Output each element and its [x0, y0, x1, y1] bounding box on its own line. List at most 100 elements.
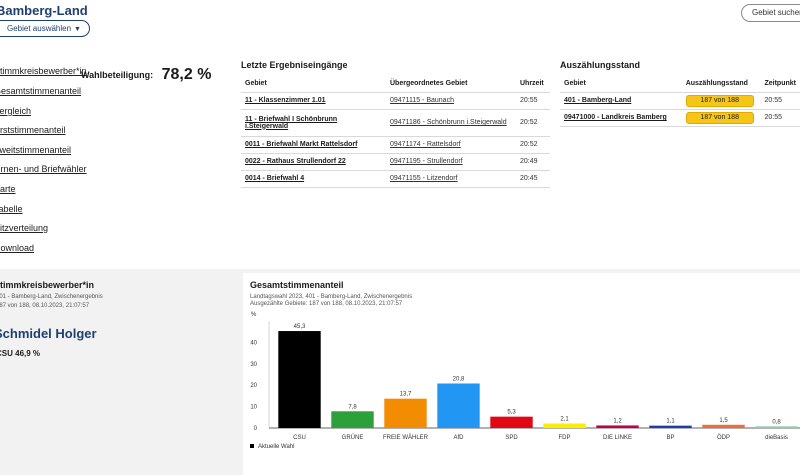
column-header: Übergeordnetes Gebiet — [386, 75, 516, 93]
x-tick-label: dieBasis — [765, 435, 788, 441]
candidate-party-percentage: CSU 46,9 % — [0, 349, 41, 358]
parent-area-link[interactable]: 09471115 - Baunach — [386, 92, 516, 110]
table-row: 0011 - Briefwahl Markt Rattelsdorf 09471… — [241, 136, 550, 154]
counting-status-title: Auszählungsstand — [560, 60, 641, 70]
y-tick-label: 30 — [250, 362, 257, 368]
x-tick-label: AfD — [453, 435, 464, 441]
nav-item-first-vote[interactable]: Erststimmenanteil — [0, 125, 66, 135]
time-cell: 20:52 — [516, 136, 550, 154]
bar-value-label: 5,3 — [507, 410, 516, 416]
x-tick-label: ÖDP — [717, 434, 730, 441]
candidate-card-timestamp: 187 von 188, 08.10.2023, 21:07:57 — [0, 303, 90, 309]
x-tick-label: CSU — [293, 435, 306, 441]
nav-item-second-vote[interactable]: Zweitstimmenanteil — [0, 145, 72, 155]
column-header: Gebiet — [241, 75, 386, 93]
area-link[interactable]: 0014 - Briefwahl 4 — [241, 170, 386, 188]
time-cell: 20:45 — [516, 170, 550, 188]
x-tick-label: SPD — [505, 435, 518, 441]
column-header: Zeitpunkt — [760, 75, 800, 93]
y-axis-label: % — [251, 312, 257, 318]
bar-value-label: 20,8 — [453, 376, 465, 382]
legend-swatch — [250, 444, 254, 448]
bar-value-label: 7,8 — [348, 404, 357, 410]
status-cell: 187 von 188 — [681, 92, 761, 110]
area-link[interactable]: 09471000 - Landkreis Bamberg — [560, 109, 682, 127]
column-header: Uhrzeit — [516, 75, 550, 93]
bar — [331, 411, 374, 428]
parent-area-link[interactable]: 09471174 - Rattelsdorf — [386, 136, 516, 154]
chart-subtitle: Landtagswahl 2023, 401 - Bamberg-Land, Z… — [250, 294, 413, 300]
counting-status-table: Gebiet Auszählungsstand Zeitpunkt 401 - … — [560, 75, 800, 127]
bar-value-label: 1,5 — [719, 418, 728, 424]
bar-value-label: 2,1 — [560, 417, 569, 423]
area-link[interactable]: 401 - Bamberg-Land — [560, 92, 682, 110]
x-tick-label: BP — [666, 435, 674, 441]
caret-down-icon: ▼ — [74, 26, 81, 33]
nav-item-map[interactable]: Karte — [0, 184, 16, 194]
bar — [649, 425, 692, 428]
table-row: 0014 - Briefwahl 4 09471155 - Litzendorf… — [241, 170, 550, 188]
bar — [437, 383, 480, 428]
bar-value-label: 1,2 — [613, 418, 622, 424]
area-search-button[interactable]: Gebiet suchen — [741, 4, 800, 22]
nav-item-total-share[interactable]: Gesamtstimmenanteil — [0, 86, 82, 96]
bar-value-label: 1,1 — [666, 419, 675, 425]
bar-value-label: 0,8 — [772, 419, 781, 425]
nav-item-seats[interactable]: Sitzverteilung — [0, 223, 49, 233]
area-select-button[interactable]: Gebiet auswählen ▼ — [0, 20, 90, 37]
time-cell: 20:49 — [516, 153, 550, 171]
status-cell: 187 von 188 — [681, 109, 761, 127]
chart-timestamp: Ausgezählte Gebiete: 187 von 188, 08.10.… — [250, 301, 403, 307]
y-tick-label: 40 — [250, 340, 257, 346]
bar-value-label: 45,3 — [294, 324, 306, 330]
bar-value-label: 13,7 — [400, 392, 412, 398]
table-row: 11 - Klassenzimmer 1.01 09471115 - Bauna… — [241, 92, 550, 110]
time-cell: 20:55 — [760, 109, 800, 127]
time-cell: 20:55 — [760, 92, 800, 110]
parent-area-link[interactable]: 09471186 - Schönbrunn i.Steigerwald — [386, 109, 516, 137]
table-row: 401 - Bamberg-Land 187 von 188 20:55 — [560, 92, 800, 110]
parent-area-link[interactable]: 09471155 - Litzendorf — [386, 170, 516, 188]
table-header-row: Gebiet Übergeordnetes Gebiet Uhrzeit — [241, 75, 550, 93]
bar — [490, 416, 533, 428]
x-tick-label: DIE LINKE — [603, 435, 632, 441]
x-tick-label: FREIE WÄHLER — [383, 434, 429, 441]
y-tick-label: 10 — [250, 405, 257, 411]
bar-chart: % 0 10 20 30 40 45,3 CSU 7,8 GRÜNE 13,7 FREIE WÄHLE… — [250, 312, 800, 450]
x-tick-label: GRÜNE — [342, 434, 364, 441]
time-cell: 20:55 — [516, 92, 550, 110]
column-header: Auszählungsstand — [681, 75, 761, 93]
status-badge: 187 von 188 — [685, 94, 754, 107]
nav-item-comparison[interactable]: Vergleich — [0, 106, 32, 116]
total-share-chart-card: Gesamtstimmenanteil Landtagswahl 2023, 4… — [243, 273, 800, 475]
latest-results-title: Letzte Ergebniseingänge — [241, 60, 348, 70]
area-link[interactable]: 11 - Klassenzimmer 1.01 — [241, 92, 386, 110]
status-badge: 187 von 188 — [685, 111, 754, 124]
parent-area-link[interactable]: 09471195 - Strullendorf — [386, 153, 516, 171]
nav-item-table[interactable]: Tabelle — [0, 204, 23, 214]
time-cell: 20:52 — [516, 109, 550, 137]
page-title: Bamberg-Land — [0, 3, 88, 18]
y-tick-label: 0 — [254, 426, 258, 432]
turnout-value: 78,2 % — [161, 66, 212, 83]
candidate-name: Schmidel Holger — [0, 326, 97, 341]
x-tick-label: FDP — [559, 435, 571, 441]
nav-item-candidate[interactable]: Stimmkreisbewerber*in — [0, 66, 87, 76]
area-link[interactable]: 0022 - Rathaus Strullendorf 22 — [241, 153, 386, 171]
nav-item-urn-mail[interactable]: Urnen- und Briefwähler — [0, 164, 87, 174]
turnout: Wahlbeteiligung: 78,2 % — [81, 66, 211, 84]
turnout-label: Wahlbeteiligung: — [81, 70, 154, 80]
candidate-card-subtitle: 401 - Bamberg-Land, Zwischenergebnis — [0, 294, 103, 300]
nav-item-download[interactable]: Download — [0, 243, 35, 253]
column-header: Gebiet — [560, 75, 682, 93]
bar — [596, 425, 639, 428]
area-select-label: Gebiet auswählen — [7, 24, 72, 33]
table-header-row: Gebiet Auszählungsstand Zeitpunkt — [560, 75, 800, 93]
candidate-card-title: Stimmkreisbewerber*in — [0, 280, 95, 290]
table-row: 0022 - Rathaus Strullendorf 22 09471195 … — [241, 153, 550, 171]
area-link[interactable]: 0011 - Briefwahl Markt Rattelsdorf — [241, 136, 386, 154]
bar — [755, 426, 798, 428]
legend-label: Aktuelle Wahl — [258, 444, 294, 450]
bar — [384, 398, 427, 428]
area-link[interactable]: 11 - Briefwahl I Schönbrunn i.Steigerwal… — [241, 109, 386, 137]
